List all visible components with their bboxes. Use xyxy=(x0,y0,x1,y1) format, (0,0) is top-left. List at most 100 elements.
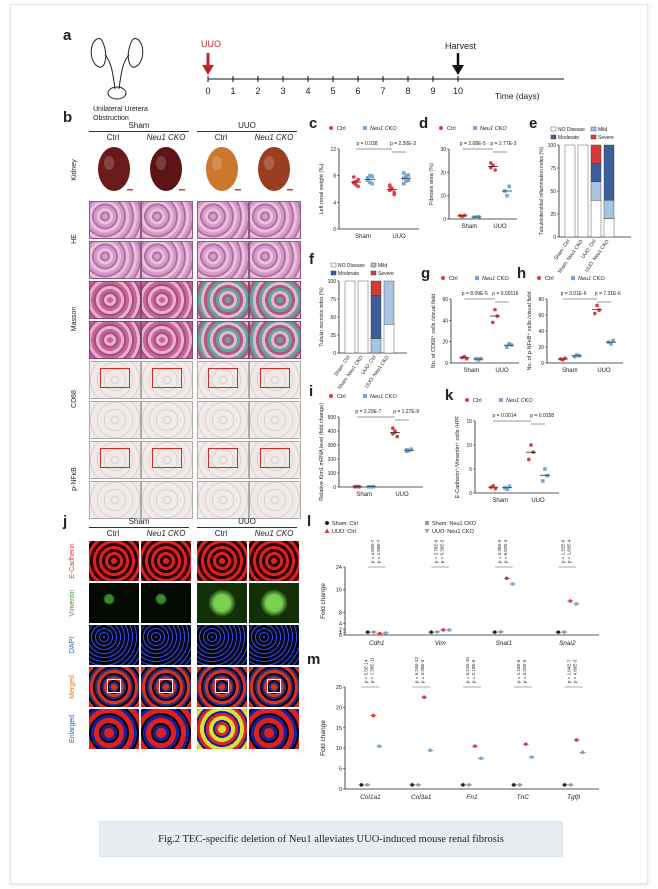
pnfkb-stain-tile xyxy=(141,481,193,519)
data-point xyxy=(392,192,396,197)
j-row-label: Merged xyxy=(69,675,76,699)
y-tick: 0 xyxy=(339,633,342,639)
timeline-tick: 0 xyxy=(205,86,210,96)
panel_m-label: m xyxy=(307,651,321,668)
data-point xyxy=(461,783,465,787)
b-col-2: Neu1 CKO xyxy=(146,133,186,142)
y-axis-label: Fold change xyxy=(320,583,327,619)
stack-segment xyxy=(603,218,615,238)
p-value: p = 3.35E-9 xyxy=(497,539,502,563)
fluorescence-tile xyxy=(249,667,299,707)
legend-ctrl: Ctrl xyxy=(449,276,458,282)
y-tick: 60 xyxy=(538,313,544,319)
y-tick: 0 xyxy=(553,235,556,241)
fluorescence-tile xyxy=(197,541,247,581)
data-point xyxy=(365,783,370,787)
y-axis-label: No. of p-NFκB⁺ cells /visual field xyxy=(526,291,533,370)
p-value: p = 5.21E-10 xyxy=(465,657,470,683)
gene-label: Snai2 xyxy=(559,640,576,647)
gene-label: TnC xyxy=(517,794,530,801)
p-value: p = 0.038 xyxy=(357,141,378,147)
data-point xyxy=(541,479,545,483)
he-stain-tile xyxy=(197,241,249,279)
p-value: p = 1.32E-6 xyxy=(560,539,565,563)
legend-entry: Moderate xyxy=(338,271,359,277)
y-tick: 0 xyxy=(333,227,336,233)
figure-caption: Fig.2 TEC-specific deletion of Neu1 alle… xyxy=(99,821,563,857)
pnfkb-stain-tile xyxy=(249,481,301,519)
he-stain-tile xyxy=(249,241,301,279)
masson-stain-tile xyxy=(249,281,301,319)
data-point xyxy=(462,213,467,218)
p-value: p = 7.31E-6 xyxy=(595,291,621,297)
stack-segment xyxy=(590,199,602,238)
legend-ctrl: Ctrl xyxy=(545,276,554,282)
data-point xyxy=(476,358,481,362)
y-tick: 0 xyxy=(339,787,342,793)
fluorescence-tile xyxy=(249,541,299,581)
y-tick: 0 xyxy=(443,217,446,223)
data-point xyxy=(467,783,471,787)
data-point xyxy=(371,630,376,634)
cd68-stain-tile xyxy=(197,361,249,399)
p-value: p = 8.09E-5 xyxy=(462,291,488,297)
data-point xyxy=(493,168,497,172)
data-point xyxy=(609,342,613,346)
panel_i-label: i xyxy=(309,383,314,400)
stack-segment xyxy=(344,280,356,354)
y-tick: 300 xyxy=(328,443,337,449)
kidney-photo xyxy=(89,143,139,197)
legend-ctrl: Ctrl xyxy=(337,126,346,132)
data-point xyxy=(404,174,408,179)
fluorescence-tile xyxy=(141,667,191,707)
data-point xyxy=(504,576,509,581)
p-value: p = 3.76E-6 xyxy=(433,539,438,563)
p-value: p = 2.77E-3 xyxy=(490,141,516,147)
data-point xyxy=(543,467,547,471)
stack-segment xyxy=(603,144,615,201)
masson-stain-tile xyxy=(249,321,301,359)
stack-segment xyxy=(370,280,382,296)
data-point xyxy=(493,486,498,491)
timeline-tick: 5 xyxy=(330,86,335,96)
legend-entry: Mild xyxy=(378,263,387,269)
masson-stain-tile xyxy=(141,321,193,359)
j-row-label: E-Cadherin xyxy=(69,543,76,579)
data-point xyxy=(447,628,452,632)
cd68-stain-tile xyxy=(141,401,193,439)
j-col-2: Neu1 CKO xyxy=(146,529,186,538)
data-point xyxy=(580,750,585,755)
legend-entry: Moderate xyxy=(558,135,579,141)
data-point xyxy=(391,426,395,430)
panel_f-chart: NO Disease Mild Moderate Severe 0 25 50 75 100Tu… xyxy=(319,262,407,389)
he-stain-tile xyxy=(197,201,249,239)
stack-segment xyxy=(357,280,369,354)
fluorescence-tile xyxy=(89,667,139,707)
y-tick: 40 xyxy=(538,329,544,335)
panel_g-chart: Ctrl Neu1 CKO 0 20 40 60 No. of CD68⁺ cells /v… xyxy=(430,276,519,374)
data-point xyxy=(405,449,409,454)
b-group-uuo: UUO xyxy=(238,121,256,130)
y-tick: 8 xyxy=(333,174,336,180)
y-tick: 10 xyxy=(466,443,472,449)
data-point xyxy=(404,179,408,183)
fluorescence-tile xyxy=(89,625,139,665)
he-stain-tile xyxy=(89,241,141,279)
data-point xyxy=(524,742,528,746)
cd68-stain-tile xyxy=(89,361,141,399)
y-axis-label: Tubulointerstitial inflammation index (%… xyxy=(539,146,545,235)
panel_e-label: e xyxy=(529,115,538,132)
fluorescence-tile xyxy=(197,583,247,623)
he-stain-tile xyxy=(89,201,141,239)
timeline-tick: 8 xyxy=(405,86,410,96)
b-row-label: Masson xyxy=(71,306,78,332)
cd68-stain-tile xyxy=(249,361,301,399)
y-tick: 15 xyxy=(336,726,342,732)
legend-entry: UUO: Neu1 CKO xyxy=(432,529,475,535)
figure-page: a Unilateral Uretera Obstruction UUO Har… xyxy=(10,4,648,884)
x-category: UUO xyxy=(495,368,509,374)
p-value: p = 3.30E-9 xyxy=(420,659,425,683)
data-point xyxy=(371,713,376,718)
gene-label: Fn1 xyxy=(466,794,478,801)
legend-entry: NO Disease xyxy=(338,263,365,269)
